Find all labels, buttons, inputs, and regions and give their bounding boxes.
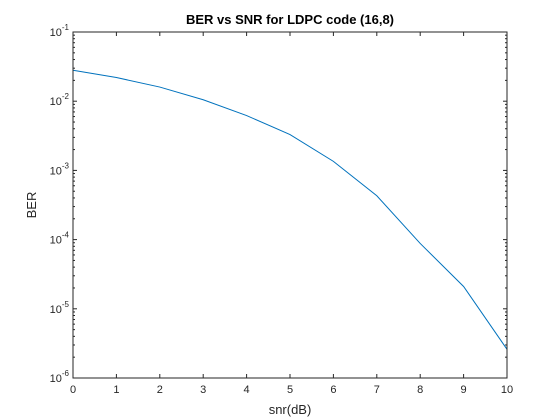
x-tick-label: 8 — [417, 384, 423, 396]
y-tick-label: 10-1 — [50, 23, 70, 39]
x-tick-label: 1 — [113, 384, 119, 396]
x-tick-label: 7 — [374, 384, 380, 396]
ber-series-line — [72, 69, 508, 350]
y-tick-label: 10-4 — [50, 231, 70, 247]
x-axis-label: snr(dB) — [269, 402, 312, 417]
x-tick-label: 4 — [244, 384, 250, 396]
x-tick-label: 9 — [461, 384, 467, 396]
y-tick-label: 10-5 — [50, 300, 70, 316]
x-tick-label: 2 — [157, 384, 163, 396]
tick-label-layer: 0 1 2 3 4 5 6 7 8 9 10 10-1 10-2 10-3 10-4 10-5 10-6 — [50, 23, 514, 396]
x-tick-label: 5 — [287, 384, 293, 396]
x-tick-label: 0 — [70, 384, 76, 396]
x-tick-label: 10 — [501, 384, 513, 396]
y-tick-label: 10-6 — [50, 369, 70, 385]
axes-box — [72, 31, 508, 379]
y-tick-label: 10-3 — [50, 161, 70, 177]
y-axis-label: BER — [24, 192, 39, 219]
plot-area — [73, 32, 507, 378]
x-tick-label: 3 — [200, 384, 206, 396]
x-tick-label: 6 — [330, 384, 336, 396]
series-layer — [72, 69, 508, 350]
chart-title: BER vs SNR for LDPC code (16,8) — [186, 12, 394, 27]
y-tick-label: 10-2 — [50, 92, 70, 108]
